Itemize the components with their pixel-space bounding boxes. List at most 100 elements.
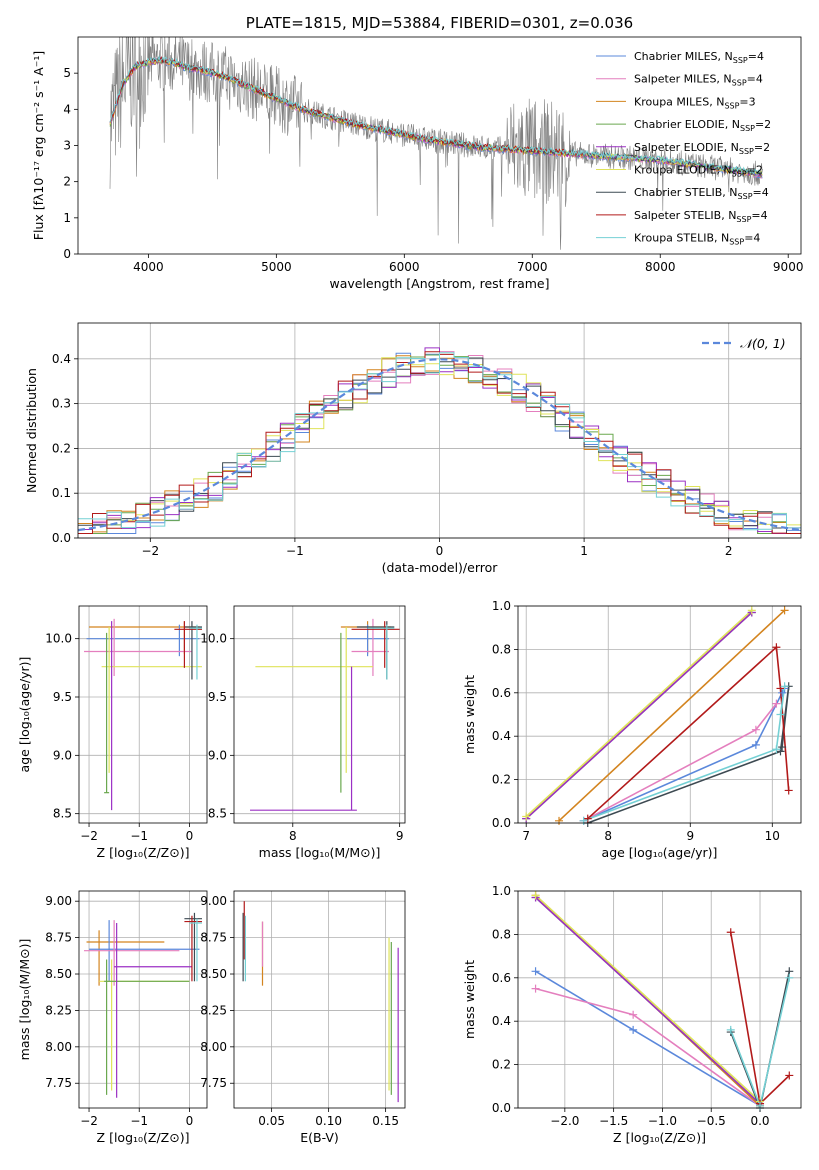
y-tick-label: 9.5 <box>208 690 227 704</box>
panel-mass-vs-ebv: 0.05 0.10 0.15 7.75 8.00 8.25 8.50 8.75 9.00 E(B-… <box>200 890 406 1145</box>
panel-age-vs-mass: 8 9 8.5 9.0 9.5 10.0 mass [log₁₀(M/M⊙)] <box>200 605 406 860</box>
y-tick-label: 10.0 <box>45 632 72 646</box>
x-tick-label: 7000 <box>517 260 548 274</box>
legend-label-eq: =3 <box>739 95 755 108</box>
x-tick-label: 5000 <box>261 260 292 274</box>
y-tick-label: 8.00 <box>200 1040 227 1054</box>
legend-label-sub: SSP <box>732 170 747 179</box>
x-tick-label: 9 <box>686 829 694 843</box>
y-tick-label: 8.5 <box>53 807 72 821</box>
y-tick-label: 0.0 <box>492 1101 511 1115</box>
legend-label-eq: =4 <box>751 209 767 222</box>
legend-label: 𝒩(0, 1) <box>740 336 786 351</box>
axes-frame <box>78 605 208 824</box>
weight-marker-salpeter-stelib <box>772 643 781 652</box>
x-tick-label: −2 <box>80 829 98 843</box>
y-axis-label: Flux [fλ10⁻¹⁷ erg cm⁻² s⁻¹ A⁻¹] <box>31 51 46 240</box>
panel-spectrum: 4000 5000 6000 7000 8000 9000 0 1 2 3 4 5 Chabrier M… <box>31 14 803 291</box>
weight-marker-chabrier-stelib <box>778 743 787 752</box>
y-tick-label: 8.25 <box>200 1003 227 1017</box>
y-tick-label: 8.00 <box>45 1040 72 1054</box>
x-tick-label: 0.10 <box>315 1114 342 1128</box>
legend-label-main: Chabrier ELODIE, N <box>634 118 740 131</box>
y-tick-label: 2 <box>63 175 71 189</box>
chart-title: PLATE=1815, MJD=53884, FIBERID=0301, z=0… <box>246 14 633 32</box>
x-axis-label: Z [log₁₀(Z/Z⊙)] <box>613 1130 706 1145</box>
y-tick-label: 9.5 <box>53 690 72 704</box>
x-tick-label: −1 <box>130 829 148 843</box>
y-tick-label: 0.6 <box>492 971 511 985</box>
weight-marker-salpeter-miles <box>531 984 540 993</box>
weight-marker-kroupa-stelib <box>772 745 781 754</box>
plot-area <box>84 912 202 1098</box>
y-axis-label: Normed distribution <box>24 368 39 493</box>
y-tick-label: 9.0 <box>53 748 72 762</box>
axes-frame <box>77 322 802 539</box>
y-tick-label: 0.6 <box>492 686 511 700</box>
x-tick-label: 0.0 <box>750 1114 769 1128</box>
y-tick-label: 0.8 <box>492 927 511 941</box>
x-tick-label: 0.15 <box>372 1114 399 1128</box>
y-tick-label: 1.0 <box>492 884 511 898</box>
normal-distribution-curve <box>78 358 801 532</box>
y-tick-label: 0.2 <box>492 773 511 787</box>
x-tick-label: 0 <box>436 544 444 558</box>
panel-weight-vs-Z: −2.0 −1.5 −1.0 −0.5 0.0 0.0 0.2 0.4 0.6 0.8 1.0 Z [… <box>462 884 802 1145</box>
plot-area <box>250 618 400 811</box>
plot-area <box>84 618 202 811</box>
panel-weight-vs-age: 7 8 9 10 0.0 0.2 0.4 0.6 0.8 1.0 age [log₁₀(age/yr… <box>462 599 802 860</box>
y-axis-label: mass weight <box>462 675 477 754</box>
weight-line-kroupa-stelib <box>583 686 786 822</box>
legend-label-main: Salpeter MILES, N <box>634 73 732 86</box>
y-tick-label: 0.3 <box>52 397 71 411</box>
axes-frame <box>233 605 406 824</box>
weight-line-chabrier-stelib <box>587 686 790 823</box>
y-tick-label: 0.4 <box>52 352 71 366</box>
y-tick-label: 1.0 <box>492 599 511 613</box>
x-tick-label: −1 <box>130 1114 148 1128</box>
weight-marker-salpeter-miles <box>629 1010 638 1019</box>
y-tick-label: 5 <box>63 66 71 80</box>
weight-marker-chabrier-miles <box>629 1025 638 1034</box>
legend-label-sub: SSP <box>724 101 739 110</box>
x-tick-label: −1.0 <box>648 1114 677 1128</box>
y-tick-label: 0.4 <box>492 1014 511 1028</box>
weight-marker-salpeter-stelib <box>785 1071 794 1080</box>
x-tick-label: 8000 <box>645 260 676 274</box>
legend-label: Salpeter ELODIE, NSSP=2 <box>634 141 770 156</box>
weight-marker-kroupa-stelib <box>776 710 785 719</box>
x-axis-label: Z [log₁₀(Z/Z⊙)] <box>97 1130 190 1145</box>
x-tick-label: −1.5 <box>599 1114 628 1128</box>
x-tick-label: 8 <box>604 829 612 843</box>
x-tick-label: 1 <box>580 544 588 558</box>
x-tick-label: 6000 <box>389 260 420 274</box>
y-tick-label: 0.1 <box>52 486 71 500</box>
x-axis-label: age [log₁₀(age/yr)] <box>602 845 718 860</box>
axes-frame <box>517 890 802 1109</box>
y-tick-label: 0.4 <box>492 729 511 743</box>
panel-age-vs-Z: −2 −1 0 8.5 9.0 9.5 10.0 Z [log₁₀(Z/Z⊙)] age [lo… <box>17 605 208 860</box>
x-tick-label: −2 <box>80 1114 98 1128</box>
weight-marker-kroupa-elodie <box>531 891 540 900</box>
legend-label-sub: SSP <box>729 238 744 247</box>
weight-line-salpeter-miles <box>535 987 761 1107</box>
axes-frame <box>78 890 208 1109</box>
legend-label-main: Chabrier STELIB, N <box>634 186 738 199</box>
weight-marker-kroupa-stelib <box>756 1101 765 1110</box>
plot-area <box>78 347 801 534</box>
weight-marker-kroupa-stelib <box>785 973 794 982</box>
legend-label: Kroupa STELIB, NSSP=4 <box>634 232 760 247</box>
weight-marker-salpeter-miles <box>751 725 760 734</box>
weight-marker-kroupa-stelib <box>780 682 789 691</box>
y-tick-label: 10.0 <box>200 632 227 646</box>
x-tick-label: −2.0 <box>550 1114 579 1128</box>
weight-marker-salpeter-stelib <box>776 684 785 693</box>
x-axis-label: Z [log₁₀(Z/Z⊙)] <box>97 845 190 860</box>
legend-label-eq: =4 <box>748 50 764 63</box>
weight-line-kroupa-elodie <box>535 894 761 1103</box>
plot-area <box>109 37 763 250</box>
y-tick-label: 8.75 <box>45 931 72 945</box>
y-axis-label: mass weight <box>462 960 477 1039</box>
weight-line-kroupa-elodie <box>525 609 753 818</box>
